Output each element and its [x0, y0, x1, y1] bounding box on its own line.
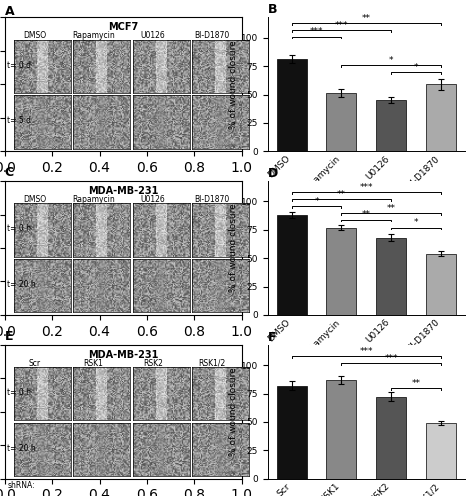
Bar [277, 60, 307, 151]
Text: *: * [314, 197, 319, 206]
Text: **: ** [337, 190, 346, 199]
Y-axis label: % of wound closure: % of wound closure [229, 204, 238, 292]
Text: BI-D1870: BI-D1870 [194, 31, 230, 40]
Text: U0126: U0126 [140, 195, 165, 204]
Text: t= 0 d: t= 0 d [7, 61, 31, 69]
Text: RSK1/2: RSK1/2 [199, 359, 226, 368]
Text: Rapamycin: Rapamycin [72, 31, 115, 40]
Text: t= 5 d: t= 5 d [7, 117, 31, 125]
Text: MDA-MB-231: MDA-MB-231 [88, 350, 158, 360]
Bar [376, 238, 406, 315]
Bar [376, 100, 406, 151]
Text: A: A [5, 5, 14, 18]
Text: U0126: U0126 [140, 31, 165, 40]
Text: t= 0 h: t= 0 h [7, 224, 31, 233]
Text: Scr: Scr [28, 359, 40, 368]
Text: **: ** [386, 203, 395, 213]
Bar [426, 84, 456, 151]
Text: *: * [414, 62, 418, 71]
Text: BI-D1870: BI-D1870 [194, 195, 230, 204]
Text: MDA-MB-231: MDA-MB-231 [88, 186, 158, 196]
Text: t= 0 h: t= 0 h [7, 388, 31, 397]
Text: F: F [268, 330, 276, 344]
Text: Rapamycin: Rapamycin [72, 195, 115, 204]
Bar [277, 215, 307, 315]
Text: ***: *** [359, 183, 373, 192]
Bar [327, 228, 356, 315]
Text: *: * [414, 218, 418, 227]
Text: RSK1: RSK1 [84, 359, 103, 368]
Text: *: * [389, 56, 393, 65]
Text: ***: *** [335, 21, 348, 30]
Text: D: D [268, 167, 278, 180]
Bar [426, 253, 456, 315]
Text: C: C [5, 166, 14, 179]
Bar [327, 93, 356, 151]
Bar [277, 385, 307, 479]
Y-axis label: % of wound closure: % of wound closure [229, 368, 238, 456]
Text: RSK2: RSK2 [143, 359, 163, 368]
Bar [426, 423, 456, 479]
Text: **: ** [362, 210, 371, 219]
Text: E: E [5, 330, 13, 343]
Text: t= 20 h: t= 20 h [7, 280, 36, 289]
Text: **: ** [411, 378, 420, 387]
Text: ***: *** [384, 354, 398, 363]
Bar [327, 380, 356, 479]
Text: DMSO: DMSO [23, 31, 46, 40]
Text: MCF7: MCF7 [108, 22, 138, 32]
Text: ***: *** [310, 27, 323, 36]
Text: DMSO: DMSO [23, 195, 46, 204]
Y-axis label: % of wound closure: % of wound closure [229, 40, 238, 128]
Text: shRNA:: shRNA: [7, 481, 35, 490]
Text: ***: *** [359, 347, 373, 356]
Text: **: ** [362, 14, 371, 23]
Text: B: B [268, 3, 277, 16]
Bar [376, 397, 406, 479]
Text: t= 20 h: t= 20 h [7, 444, 36, 453]
